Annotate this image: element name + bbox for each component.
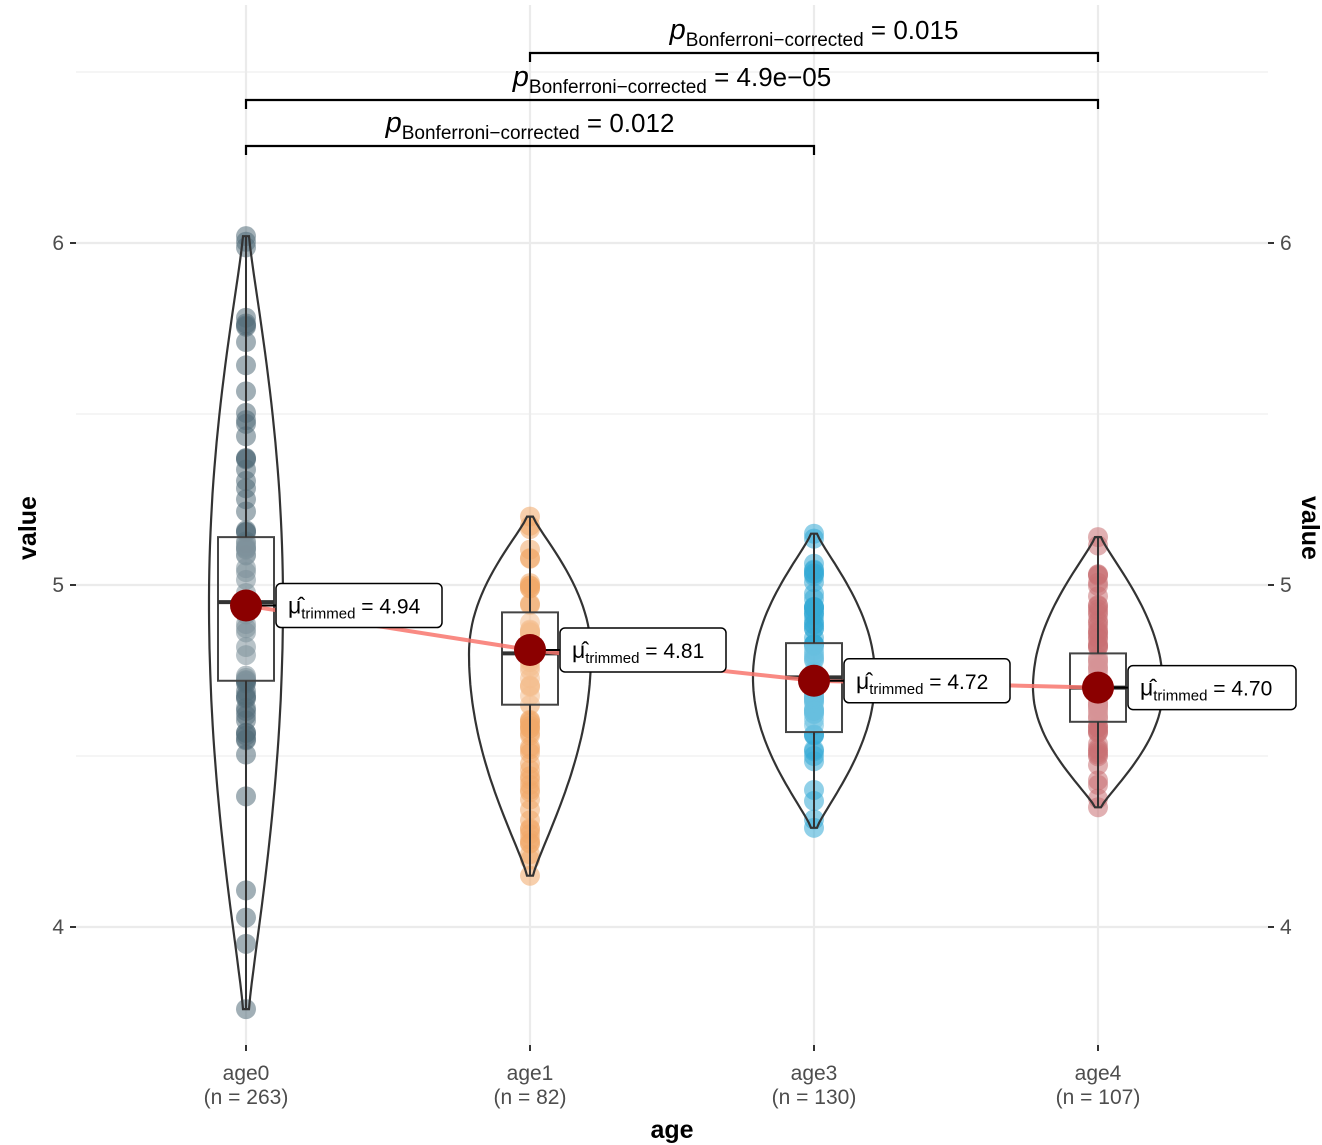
violin-age4: [1031, 536, 1165, 809]
x-tick-label: age1: [507, 1062, 554, 1085]
y-tick-label-right: 6: [1280, 232, 1292, 255]
mean-point-age1: [514, 633, 546, 666]
mean-label-box: [275, 582, 443, 629]
x-tick-sample-size: (n = 263): [204, 1086, 289, 1109]
mean-label-age3: μ̂trimmed = 4.72: [856, 668, 988, 698]
comparison-p-value: pBonferroni−corrected = 0.012: [385, 107, 675, 144]
comparison-age0-age3: pBonferroni−corrected = 0.012: [244, 107, 816, 155]
mean-markers: μ̂trimmed = 4.94 μ̂trimmed = 4.81 μ̂trimme…: [230, 582, 1297, 711]
data-point: [804, 644, 824, 665]
mean-point-age4: [1082, 671, 1114, 704]
mean-point-age3: [798, 664, 830, 697]
group-age0: [207, 226, 285, 1020]
mean-label-age4: μ̂trimmed = 4.70: [1140, 675, 1272, 705]
violin-age0: [207, 235, 285, 1011]
x-tick-label: age4: [1075, 1062, 1122, 1085]
mean-label-age1: μ̂trimmed = 4.81: [572, 637, 704, 667]
data-point: [520, 676, 540, 697]
comparison-age0-age4: pBonferroni−corrected = 4.9e−05: [244, 61, 1100, 109]
y-axis-title-right: value: [1296, 496, 1322, 560]
comparison-bracket: [244, 144, 816, 155]
x-tick-sample-size: (n = 107): [1056, 1086, 1141, 1109]
y-tick-label-left: 5: [52, 574, 64, 597]
y-tick-label-left: 6: [52, 232, 64, 255]
data-point: [804, 700, 824, 721]
mean-label-box: [843, 658, 1011, 704]
data-point: [236, 637, 256, 658]
data-point: [1088, 703, 1108, 724]
comparison-p-value: pBonferroni−corrected = 0.015: [669, 14, 959, 51]
mean-label-box: [1127, 664, 1297, 711]
y-tick-label-right: 5: [1280, 574, 1292, 597]
mean-point-age0: [230, 589, 262, 622]
group-age1: [467, 506, 593, 886]
pairwise-comparisons: pBonferroni−corrected = 0.015 pBonferroni…: [244, 14, 1100, 155]
x-tick-label: age3: [791, 1062, 838, 1085]
x-tick-sample-size: (n = 82): [494, 1086, 567, 1109]
y-tick-label-right: 4: [1280, 916, 1292, 939]
y-tick-label-left: 4: [52, 916, 64, 939]
mean-label-age0: μ̂trimmed = 4.94: [288, 593, 421, 623]
comparison-bracket: [244, 98, 1100, 109]
violin-age3: [751, 532, 877, 829]
x-tick-sample-size: (n = 130): [772, 1086, 857, 1109]
comparison-p-value: pBonferroni−corrected = 4.9e−05: [512, 61, 831, 98]
mean-label-box: [559, 627, 727, 673]
group-age3: [751, 523, 877, 838]
x-tick-label: age0: [223, 1062, 270, 1085]
comparison-age1-age4: pBonferroni−corrected = 0.015: [528, 14, 1100, 62]
comparison-bracket: [528, 51, 1100, 62]
y-axis-title-left: value: [14, 496, 42, 560]
x-axis-title: age: [650, 1116, 693, 1144]
